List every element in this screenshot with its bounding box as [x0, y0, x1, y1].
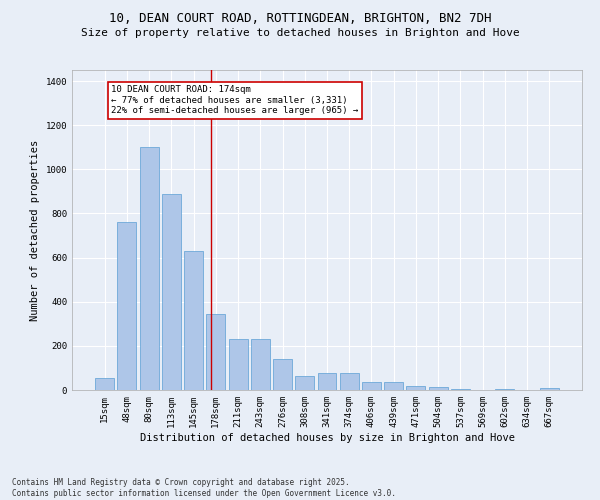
- Bar: [540, 388, 559, 390]
- Y-axis label: Number of detached properties: Number of detached properties: [30, 140, 40, 320]
- Bar: [451, 389, 470, 390]
- Text: Contains HM Land Registry data © Crown copyright and database right 2025.
Contai: Contains HM Land Registry data © Crown c…: [12, 478, 396, 498]
- Text: Size of property relative to detached houses in Brighton and Hove: Size of property relative to detached ho…: [80, 28, 520, 38]
- Bar: [162, 194, 181, 390]
- X-axis label: Distribution of detached houses by size in Brighton and Hove: Distribution of detached houses by size …: [139, 432, 515, 442]
- Text: 10 DEAN COURT ROAD: 174sqm
← 77% of detached houses are smaller (3,331)
22% of s: 10 DEAN COURT ROAD: 174sqm ← 77% of deta…: [112, 86, 359, 115]
- Bar: [140, 147, 158, 390]
- Text: 10, DEAN COURT ROAD, ROTTINGDEAN, BRIGHTON, BN2 7DH: 10, DEAN COURT ROAD, ROTTINGDEAN, BRIGHT…: [109, 12, 491, 26]
- Bar: [273, 359, 292, 390]
- Bar: [229, 339, 248, 390]
- Bar: [95, 378, 114, 390]
- Bar: [184, 251, 203, 390]
- Bar: [251, 339, 270, 390]
- Bar: [429, 388, 448, 390]
- Bar: [340, 374, 359, 390]
- Bar: [362, 382, 381, 390]
- Bar: [317, 374, 337, 390]
- Bar: [206, 314, 225, 390]
- Bar: [118, 222, 136, 390]
- Bar: [384, 382, 403, 390]
- Bar: [295, 376, 314, 390]
- Bar: [406, 386, 425, 390]
- Bar: [496, 389, 514, 390]
